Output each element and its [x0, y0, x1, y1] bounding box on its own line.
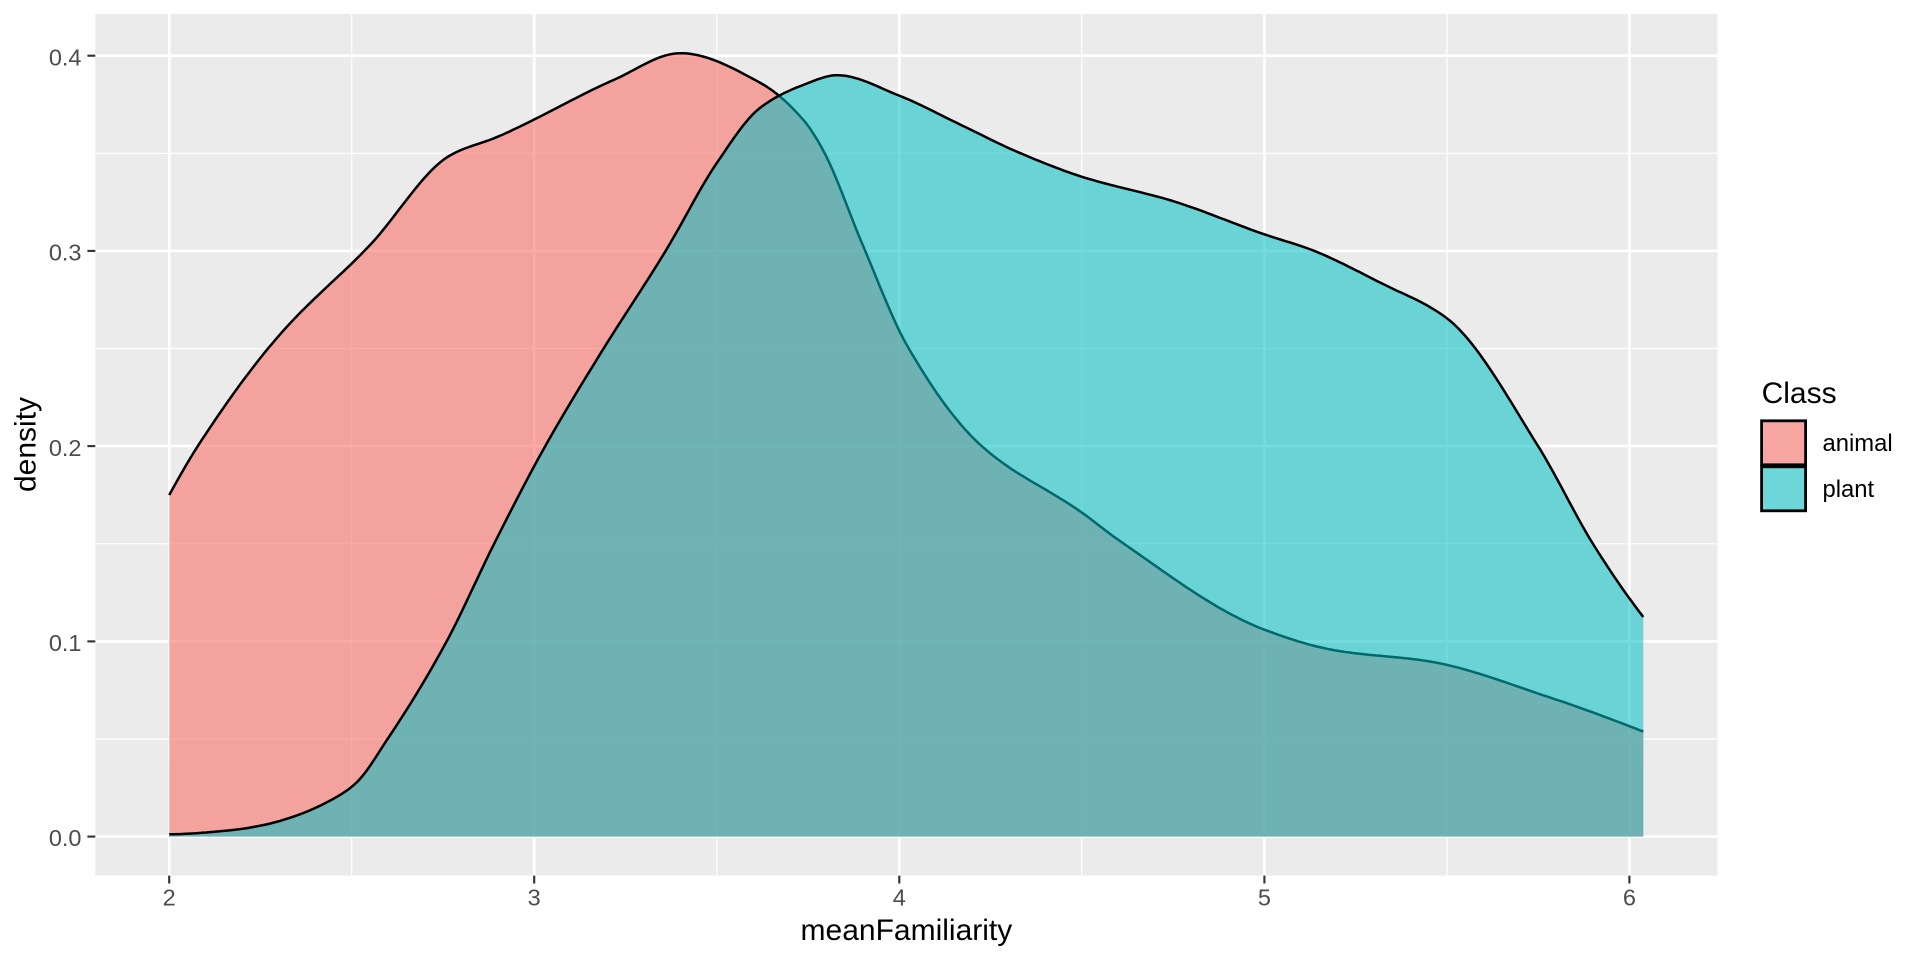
svg-text:meanFamiliarity: meanFamiliarity	[801, 914, 1013, 947]
svg-text:3: 3	[528, 885, 541, 911]
svg-text:0.3: 0.3	[49, 240, 82, 266]
svg-text:0.1: 0.1	[49, 630, 82, 656]
svg-text:2: 2	[163, 885, 176, 911]
svg-text:6: 6	[1623, 885, 1636, 911]
svg-text:0.0: 0.0	[49, 825, 82, 851]
svg-text:density: density	[9, 397, 42, 492]
svg-text:0.2: 0.2	[49, 435, 82, 461]
svg-text:plant: plant	[1823, 476, 1875, 503]
svg-text:4: 4	[893, 885, 906, 911]
svg-text:0.4: 0.4	[49, 44, 82, 70]
svg-text:5: 5	[1258, 885, 1271, 911]
svg-text:animal: animal	[1823, 430, 1893, 457]
svg-text:Class: Class	[1762, 377, 1837, 410]
